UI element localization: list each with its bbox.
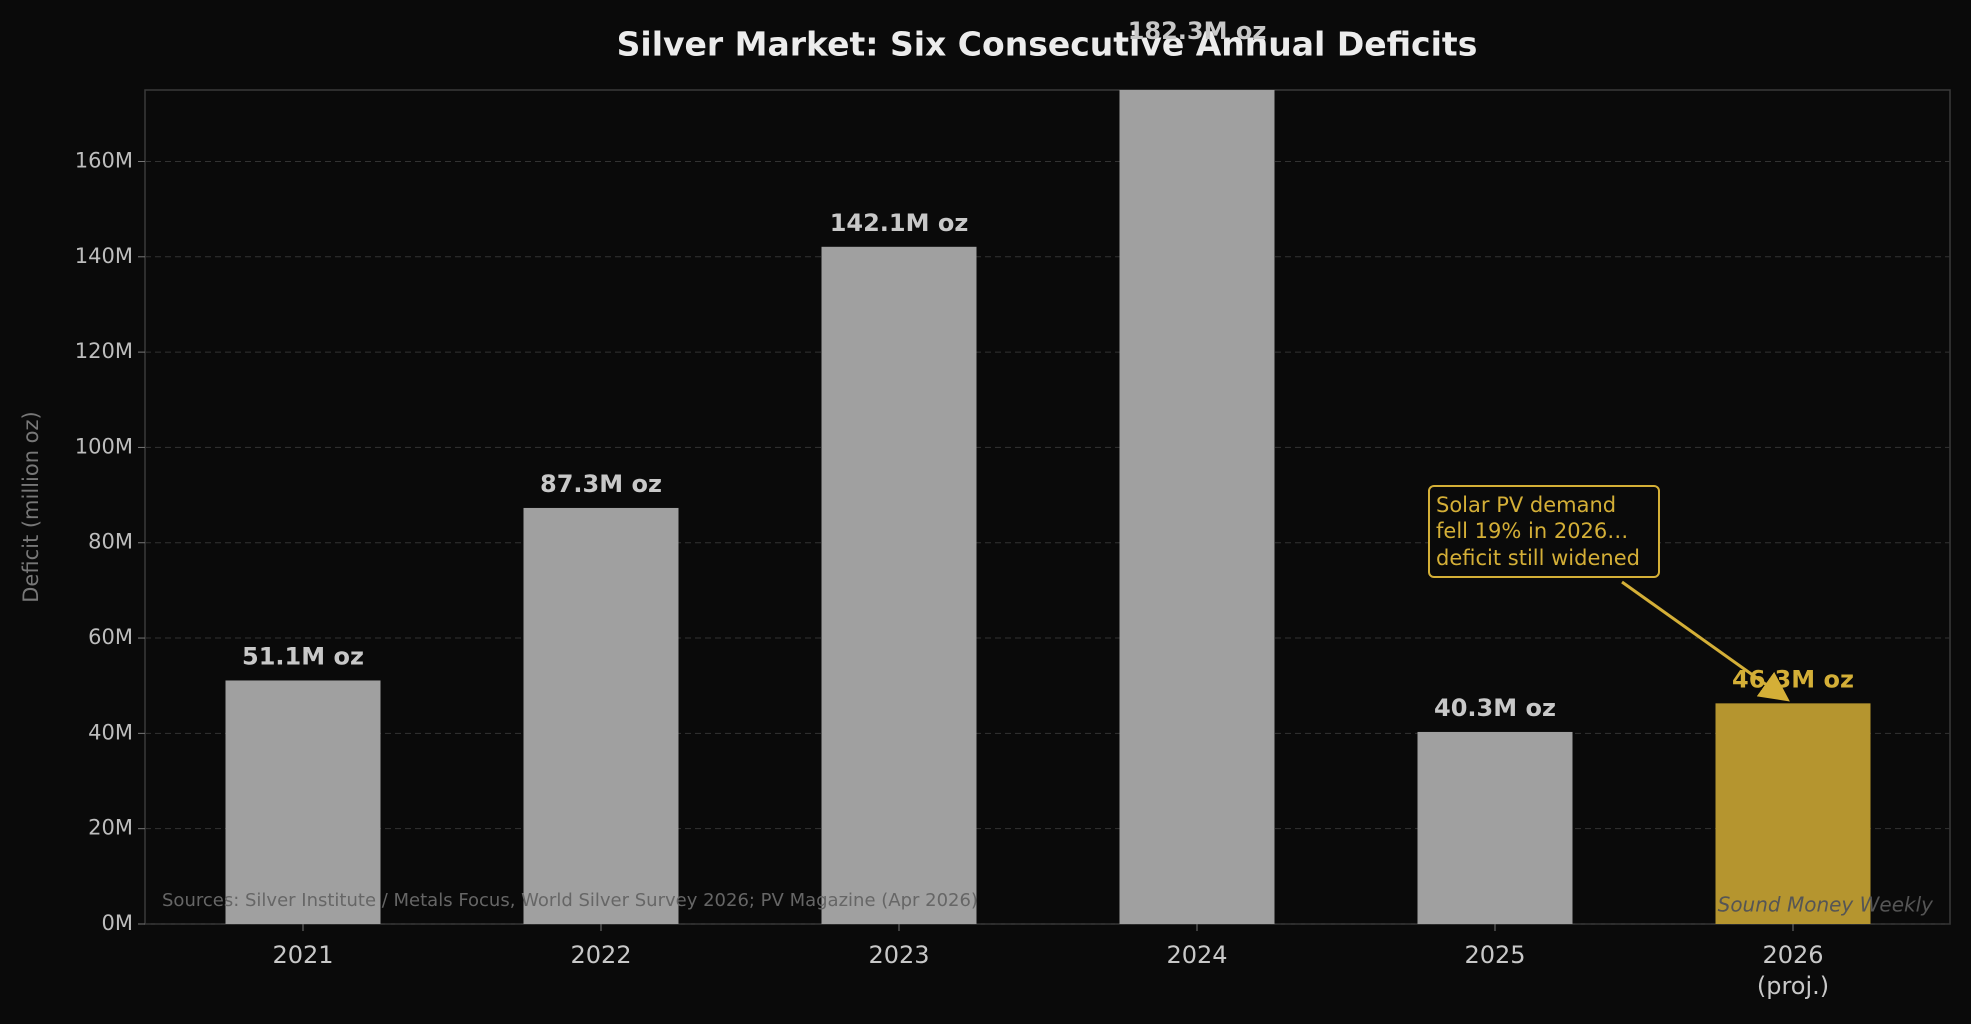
bar [523, 507, 679, 924]
annotation-arrow [1621, 580, 1790, 702]
y-tick-label: 140M [75, 244, 133, 268]
y-axis-label: Deficit (million oz) [19, 411, 43, 603]
x-tick-label: 2022 [570, 941, 632, 969]
value-label: 87.3M oz [540, 470, 662, 498]
bar [225, 680, 381, 924]
bar [821, 246, 977, 924]
value-label: 46.3M oz [1732, 665, 1854, 693]
bar [1417, 731, 1573, 924]
source-note: Sources: Silver Institute / Metals Focus… [162, 890, 978, 911]
x-tick-label: 2024 [1166, 941, 1228, 969]
bar [1715, 703, 1871, 924]
value-label: 142.1M oz [830, 209, 969, 237]
plot-area [144, 89, 1951, 925]
chart-title: Silver Market: Six Consecutive Annual De… [617, 25, 1478, 64]
bar [1119, 90, 1275, 924]
x-tick-label: 2025 [1464, 941, 1526, 969]
x-tick-label: 2021 [272, 941, 334, 969]
y-tick-label: 100M [75, 434, 133, 458]
value-label: 182.3M oz [1128, 17, 1267, 45]
watermark: Sound Money Weekly [1718, 893, 1935, 917]
y-tick-label: 80M [88, 530, 133, 554]
y-tick-label: 160M [75, 148, 133, 172]
value-label: 51.1M oz [242, 642, 364, 670]
x-tick-label: 2023 [868, 941, 930, 969]
y-tick-label: 60M [88, 625, 133, 649]
y-tick-label: 20M [88, 816, 133, 840]
annotation: Solar PV demand fell 19% in 2026… defici… [1428, 485, 1660, 578]
x-tick-label: 2026 (proj.) [1756, 941, 1830, 1001]
y-tick-label: 120M [75, 339, 133, 363]
y-tick-label: 40M [88, 720, 133, 744]
value-label: 40.3M oz [1434, 694, 1556, 722]
y-tick-label: 0M [102, 911, 133, 935]
